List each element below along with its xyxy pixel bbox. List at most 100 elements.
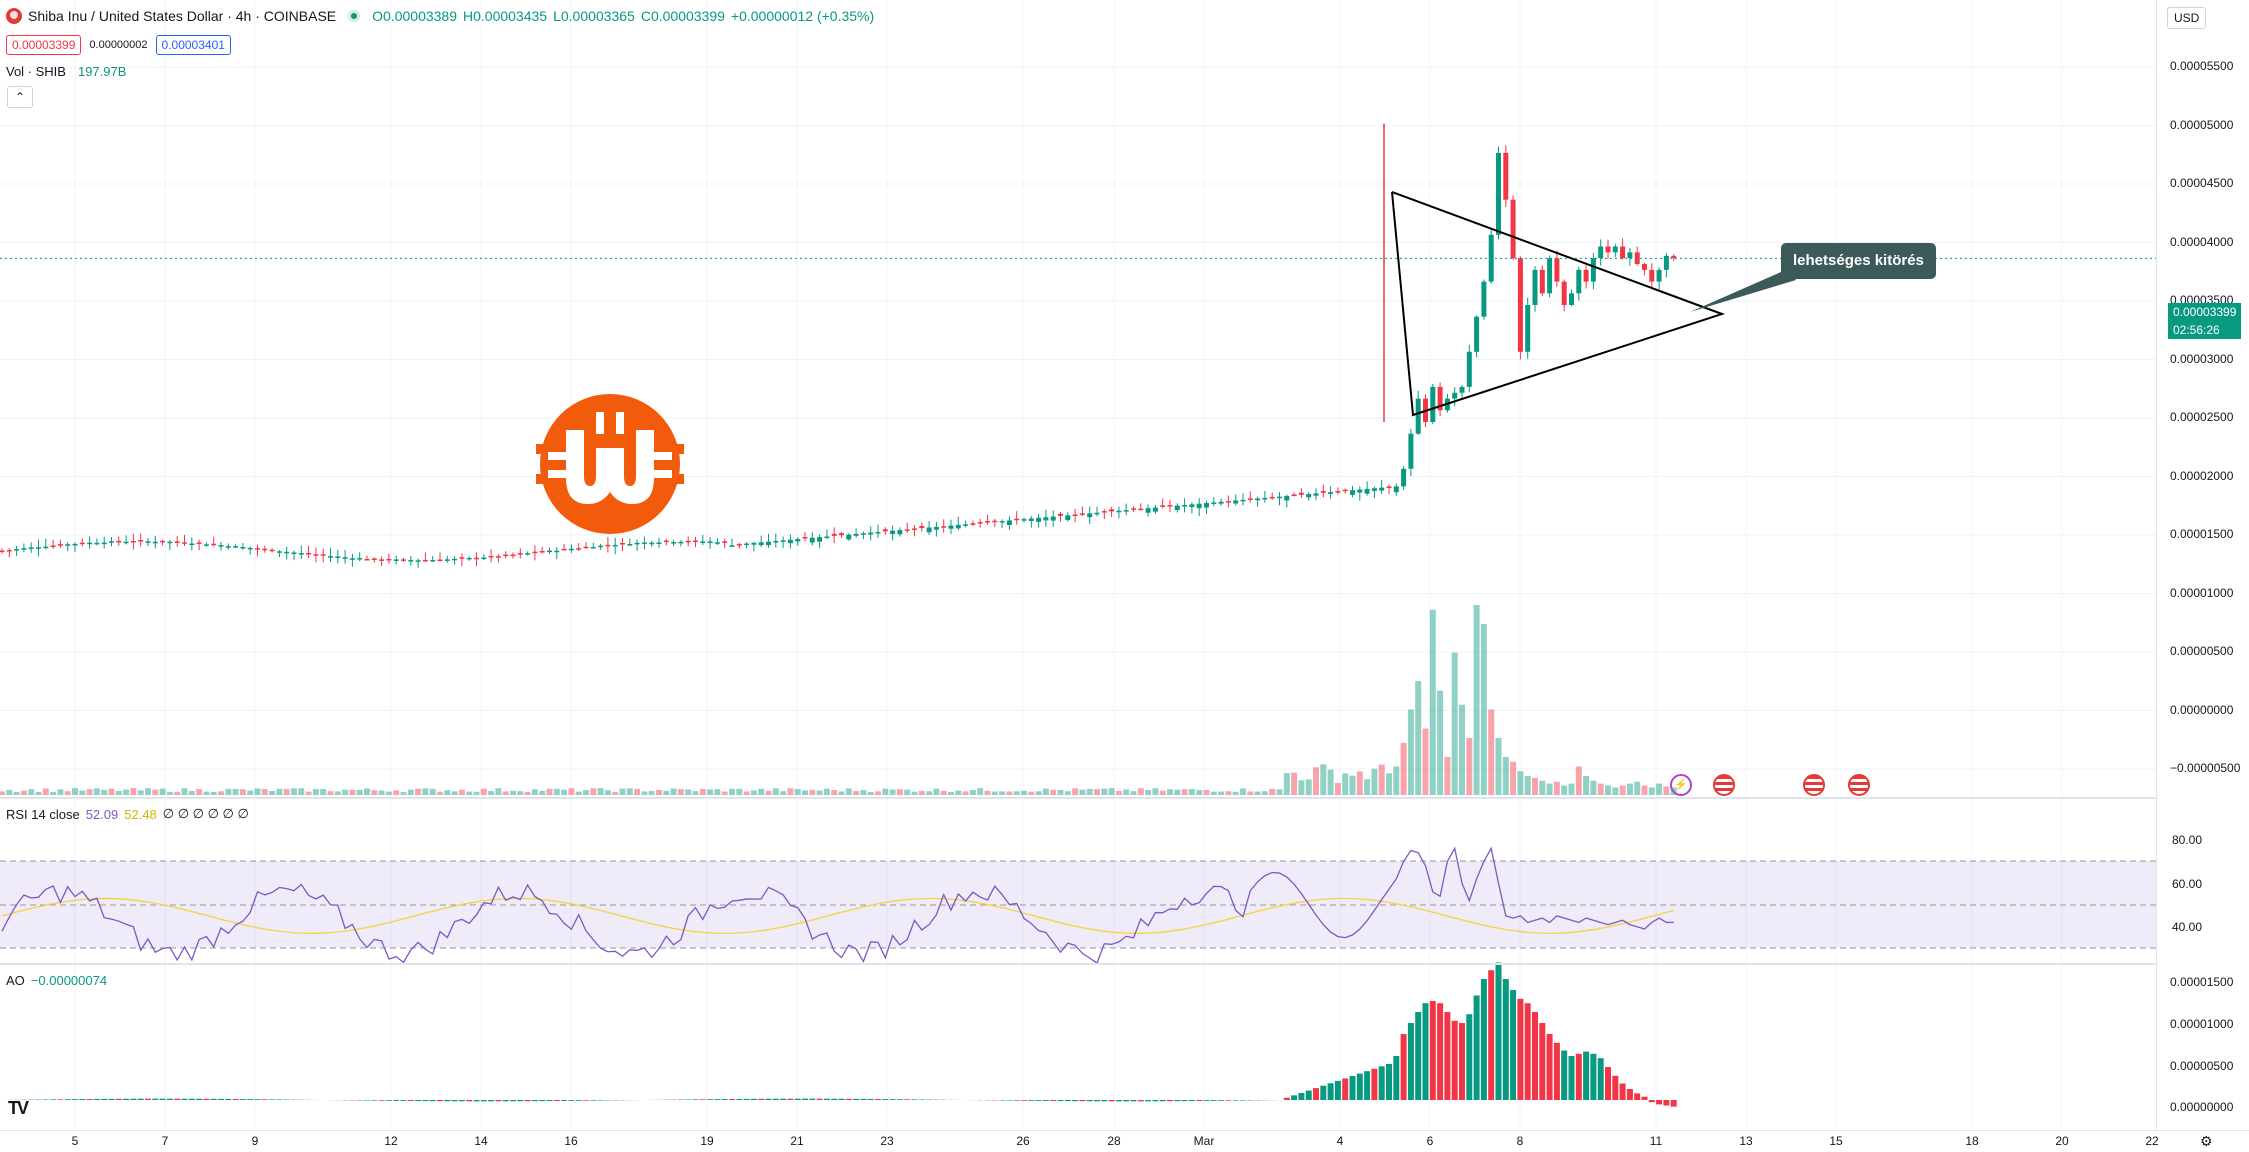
shib-logo-icon (6, 8, 22, 24)
time-axis-label: 23 (880, 1134, 894, 1148)
candle-body (598, 545, 604, 548)
volume-bar (1488, 709, 1495, 795)
volume-bar (269, 790, 276, 795)
candle-body (459, 557, 465, 559)
candle-body (247, 547, 253, 550)
ohlc-high: H0.00003435 (463, 8, 548, 24)
ao-bar (1590, 1053, 1597, 1100)
candle-body (933, 526, 939, 530)
candle-body (1313, 493, 1319, 496)
ao-bar (889, 1099, 896, 1100)
candle-body (561, 548, 567, 551)
collapse-legend-button[interactable]: ⌃ (7, 86, 33, 108)
volume-bar (918, 790, 925, 795)
candle-body (612, 544, 618, 547)
time-axis-label: 4 (1336, 1134, 1344, 1148)
candle-body (109, 541, 114, 543)
candle-body (700, 541, 706, 543)
chart-canvas[interactable] (0, 0, 2156, 1130)
candle-body (1065, 515, 1071, 521)
pane-separator-ao[interactable] (0, 963, 2156, 965)
ao-bar (57, 1099, 64, 1100)
candle-body (714, 542, 720, 544)
tradingview-logo-icon[interactable]: ТV (8, 1098, 29, 1118)
volume-bar (699, 788, 706, 795)
volume-bar (349, 789, 356, 795)
volume-bar (707, 789, 714, 795)
volume-bar (1327, 769, 1334, 795)
us-flag-icon[interactable] (1713, 774, 1735, 796)
volume-bar (1663, 786, 1670, 795)
volume-bar (72, 788, 78, 795)
symbol-legend[interactable]: Shiba Inu / United States Dollar · 4h · … (6, 8, 874, 24)
volume-bar (1247, 791, 1254, 795)
volume-bar (634, 788, 641, 795)
candle-body (1532, 269, 1538, 305)
us-flag-icon[interactable] (1848, 774, 1870, 796)
rsi-legend[interactable]: RSI 14 close 52.09 52.48 ∅ ∅ ∅ ∅ ∅ ∅ (6, 806, 249, 822)
volume-bar (1451, 652, 1458, 795)
ao-bar (1086, 1100, 1093, 1102)
volume-bar (1188, 788, 1195, 795)
volume-bar (13, 791, 20, 795)
us-flag-icon[interactable] (1803, 774, 1825, 796)
candle-body (919, 526, 925, 529)
market-status-icon[interactable] (348, 10, 361, 22)
candle-body (1481, 281, 1487, 317)
candle-body (926, 527, 932, 533)
candle-body (1408, 433, 1414, 469)
currency-selector[interactable]: USD (2167, 7, 2207, 29)
candle-body (196, 542, 202, 544)
ao-bar (247, 1099, 254, 1100)
candle-body (1357, 489, 1363, 493)
candle-body (1014, 518, 1020, 521)
ao-bar (561, 1100, 568, 1101)
volume-bar (969, 789, 976, 795)
time-axis-label: 12 (384, 1134, 398, 1148)
ao-bar (232, 1099, 239, 1100)
volume-bar (896, 789, 903, 795)
breakout-callout[interactable]: lehetséges kitörés (1781, 243, 1936, 279)
volume-bar (1356, 771, 1363, 795)
ao-bar (1502, 979, 1509, 1100)
candle-body (116, 540, 122, 543)
volume-bar (342, 789, 349, 795)
ohlc-close: C0.00003399 (640, 8, 725, 24)
ao-axis-label: 0.00000500 (2170, 1059, 2234, 1073)
volume-bar (400, 791, 407, 795)
ao-bar (458, 1100, 465, 1102)
candle-body (1328, 492, 1334, 494)
bar-countdown: 02:56:26 (2168, 321, 2242, 339)
lightning-icon[interactable]: ⚡ (1670, 774, 1692, 796)
volume-bar (298, 788, 305, 795)
volume-bar (1305, 779, 1312, 795)
sell-price-button[interactable]: 0.00003399 (6, 35, 82, 55)
gear-icon[interactable]: ⚙ (2200, 1133, 2213, 1149)
candle-body (152, 541, 158, 544)
symbol-title[interactable]: Shiba Inu / United States Dollar · 4h · … (28, 8, 337, 24)
time-axis-label: 19 (700, 1134, 714, 1148)
volume-bar (612, 791, 619, 795)
volume-legend[interactable]: Vol · SHIB 197.97B (6, 64, 126, 79)
ao-bar (437, 1100, 443, 1102)
pane-separator-rsi[interactable] (0, 797, 2156, 799)
ao-legend[interactable]: AO −0.00000074 (6, 973, 107, 988)
volume-bar (429, 788, 436, 795)
candle-body (1583, 269, 1589, 282)
volume-bar (926, 791, 933, 795)
volume-bar (1108, 788, 1115, 795)
candle-body (1233, 500, 1239, 504)
volume-bar (437, 791, 443, 795)
candle-body (539, 550, 545, 553)
time-axis-label: 6 (1426, 1134, 1434, 1148)
ao-bar (1429, 1001, 1436, 1100)
buy-price-button[interactable]: 0.00003401 (155, 35, 231, 55)
ao-bar (196, 1098, 203, 1100)
candle-body (795, 539, 801, 542)
candle-body (43, 546, 49, 549)
candle-body (130, 541, 136, 543)
price-axis-label: −0.00000500 (2170, 761, 2241, 775)
candle-body (1152, 507, 1158, 512)
candle-body (1240, 499, 1246, 502)
ao-bar (429, 1100, 436, 1102)
